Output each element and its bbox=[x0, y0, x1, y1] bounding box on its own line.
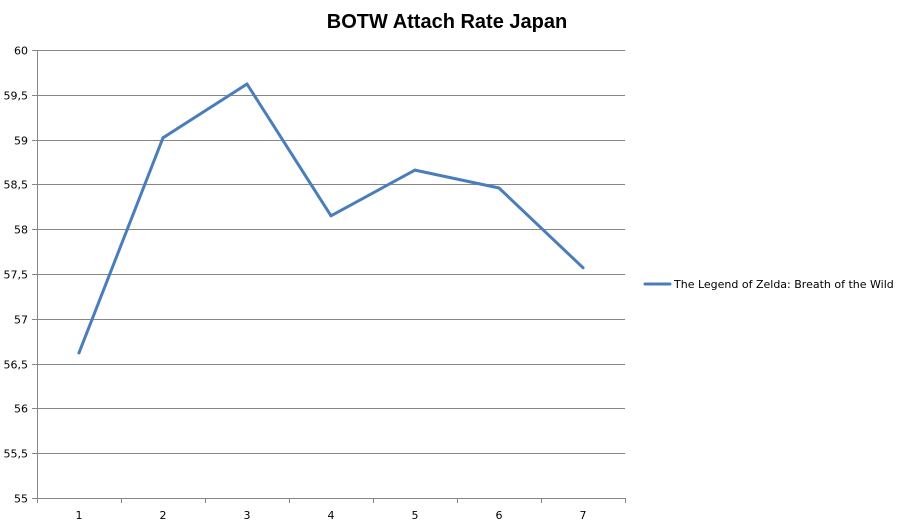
y-tick-label: 56 bbox=[14, 403, 28, 416]
data-point bbox=[497, 186, 501, 190]
data-point bbox=[329, 214, 333, 218]
x-tick-label: 5 bbox=[412, 509, 419, 522]
x-tick-label: 4 bbox=[328, 509, 335, 522]
y-tick-label: 55 bbox=[14, 493, 28, 506]
data-point bbox=[161, 136, 165, 140]
y-tick-label: 59,5 bbox=[4, 90, 29, 103]
series-lines bbox=[77, 82, 585, 355]
x-tick-label: 2 bbox=[160, 509, 167, 522]
data-point bbox=[413, 168, 417, 172]
series-line bbox=[77, 82, 585, 355]
y-tick-label: 56,5 bbox=[4, 359, 29, 372]
y-tick-label: 60 bbox=[14, 45, 28, 58]
legend: The Legend of Zelda: Breath of the Wild bbox=[643, 278, 894, 291]
y-tick-label: 58 bbox=[14, 224, 28, 237]
data-point bbox=[245, 82, 249, 86]
x-tick-label: 6 bbox=[496, 509, 503, 522]
legend-label: The Legend of Zelda: Breath of the Wild bbox=[673, 278, 894, 291]
chart-title: BOTW Attach Rate Japan bbox=[327, 11, 567, 33]
y-tick-label: 59 bbox=[14, 135, 28, 148]
y-tick-label: 57,5 bbox=[4, 269, 29, 282]
x-tick-label: 1 bbox=[76, 509, 83, 522]
x-tick-label: 7 bbox=[580, 509, 587, 522]
gridlines bbox=[32, 50, 625, 499]
data-point bbox=[581, 266, 585, 270]
y-tick-label: 55,5 bbox=[4, 448, 29, 461]
y-tick-label: 57 bbox=[14, 314, 28, 327]
data-point bbox=[77, 351, 81, 355]
y-tick-label: 58,5 bbox=[4, 179, 29, 192]
x-tick-label: 3 bbox=[244, 509, 251, 522]
